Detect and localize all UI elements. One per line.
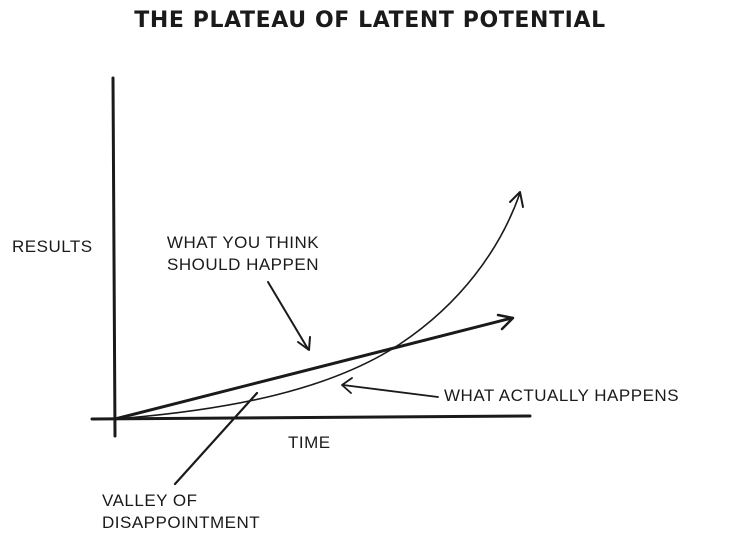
expected-line	[113, 316, 514, 421]
diagram-title: THE PLATEAU OF LATENT POTENTIAL	[134, 8, 606, 33]
y-axis	[111, 76, 117, 438]
expected-pointer-head	[297, 336, 311, 351]
actual-pointer-head	[341, 377, 353, 394]
actual-annotation: WHAT ACTUALLY HAPPENS	[444, 386, 680, 405]
valley-pointer	[173, 391, 259, 486]
x-axis	[90, 414, 532, 421]
x-axis-label: TIME	[288, 433, 331, 452]
valley-annotation-line2: DISAPPOINTMENT	[102, 513, 261, 532]
actual-pointer	[342, 384, 439, 398]
y-axis-label: RESULTS	[12, 237, 93, 256]
expected-annotation-line2: SHOULD HAPPEN	[167, 255, 319, 274]
expected-annotation-line1: WHAT YOU THINK	[166, 233, 320, 252]
expected-pointer	[267, 281, 309, 350]
valley-annotation-line1: VALLEY OF	[102, 491, 198, 510]
expected-arrowhead	[496, 313, 515, 331]
actual-curve	[114, 192, 521, 420]
expected-annotation: WHAT YOU THINK SHOULD HAPPEN	[148, 232, 338, 276]
actual-arrowhead	[509, 191, 524, 208]
valley-annotation: VALLEY OF DISAPPOINTMENT	[102, 490, 260, 534]
